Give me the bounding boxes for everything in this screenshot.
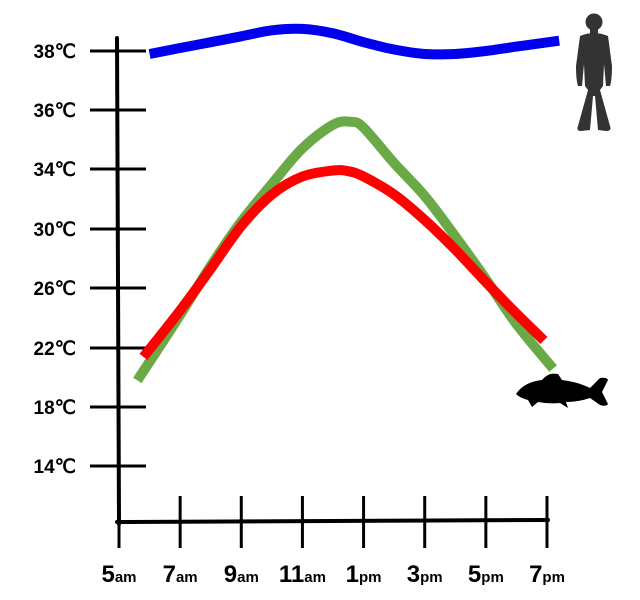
x-tick-label: 5pm — [468, 561, 504, 588]
x-axis-ticks: 5am 7am 9am 11am 1pm 3pm 5pm 7pm — [101, 496, 565, 588]
x-tick-label: 9am — [224, 561, 259, 588]
y-tick-label: 30℃ — [34, 220, 76, 241]
y-tick-label: 34℃ — [34, 160, 76, 181]
y-tick-label: 36℃ — [34, 101, 76, 122]
series-line-blue — [148, 23, 560, 60]
x-axis-line — [115, 518, 550, 524]
series-line-red — [139, 165, 548, 360]
series-line-green — [133, 116, 557, 384]
human-silhouette-icon — [576, 13, 612, 131]
y-tick-label: 26℃ — [34, 279, 76, 300]
x-tick-label: 7am — [163, 561, 198, 588]
x-tick-label: 5am — [101, 561, 136, 588]
chart-series — [133, 23, 560, 384]
y-axis-ticks: 14℃ 18℃ 22℃ 26℃ 30℃ 34℃ 36℃ 38℃ — [34, 42, 146, 478]
y-axis-line — [115, 36, 121, 526]
x-tick-label: 1pm — [346, 561, 382, 588]
x-tick-label: 11am — [279, 561, 326, 588]
fish-silhouette-icon — [516, 373, 608, 408]
x-tick-label: 3pm — [407, 561, 443, 588]
y-tick-label: 22℃ — [34, 339, 76, 360]
y-tick-label: 14℃ — [34, 457, 76, 478]
y-tick-label: 18℃ — [34, 398, 76, 419]
x-tick-label: 7pm — [529, 561, 565, 588]
chart-axes — [115, 36, 550, 526]
y-tick-label: 38℃ — [34, 42, 76, 63]
